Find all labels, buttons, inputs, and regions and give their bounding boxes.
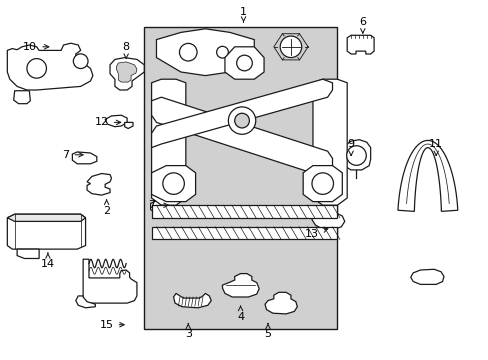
Text: 14: 14	[41, 253, 55, 269]
Polygon shape	[397, 140, 457, 211]
Polygon shape	[7, 214, 85, 221]
Polygon shape	[151, 79, 332, 148]
Polygon shape	[14, 91, 30, 104]
Polygon shape	[312, 79, 346, 205]
Polygon shape	[105, 115, 127, 127]
Polygon shape	[72, 152, 97, 164]
Text: 9: 9	[347, 139, 354, 156]
Polygon shape	[151, 97, 332, 176]
Text: 5: 5	[264, 324, 271, 339]
Polygon shape	[224, 47, 264, 79]
Polygon shape	[76, 296, 95, 308]
Bar	[144, 27, 337, 329]
Circle shape	[27, 59, 46, 78]
Circle shape	[73, 54, 88, 68]
Polygon shape	[87, 174, 111, 195]
Text: 11: 11	[428, 139, 442, 156]
Polygon shape	[311, 206, 344, 230]
Polygon shape	[17, 249, 39, 258]
Text: 6: 6	[359, 17, 366, 33]
Text: 7: 7	[148, 200, 168, 210]
Text: 2: 2	[103, 200, 110, 216]
Text: 15: 15	[100, 320, 124, 330]
Circle shape	[179, 44, 197, 61]
Polygon shape	[151, 79, 185, 205]
Text: 12: 12	[95, 117, 121, 127]
Polygon shape	[151, 227, 337, 239]
Circle shape	[280, 36, 301, 58]
Circle shape	[346, 146, 366, 165]
Text: 8: 8	[122, 42, 129, 58]
Text: 7: 7	[62, 150, 83, 160]
Polygon shape	[7, 43, 93, 90]
Polygon shape	[303, 166, 342, 202]
Polygon shape	[222, 274, 259, 297]
Polygon shape	[342, 140, 370, 170]
Text: 1: 1	[240, 6, 246, 22]
Polygon shape	[151, 205, 337, 218]
Polygon shape	[264, 292, 297, 314]
Polygon shape	[410, 269, 443, 284]
Polygon shape	[151, 166, 195, 202]
Circle shape	[311, 173, 333, 194]
Text: 3: 3	[184, 324, 191, 339]
Polygon shape	[116, 62, 137, 82]
Circle shape	[236, 55, 252, 71]
Text: 10: 10	[23, 42, 49, 52]
Circle shape	[163, 173, 184, 194]
Circle shape	[216, 46, 228, 58]
Polygon shape	[173, 293, 211, 308]
Circle shape	[228, 107, 255, 134]
Polygon shape	[83, 259, 137, 303]
Text: 4: 4	[237, 306, 244, 322]
Circle shape	[234, 113, 249, 128]
Polygon shape	[156, 29, 254, 76]
Polygon shape	[7, 214, 85, 249]
Polygon shape	[150, 201, 175, 213]
Polygon shape	[110, 58, 144, 90]
Polygon shape	[346, 35, 373, 54]
Text: 13: 13	[305, 228, 327, 239]
Polygon shape	[124, 122, 133, 129]
